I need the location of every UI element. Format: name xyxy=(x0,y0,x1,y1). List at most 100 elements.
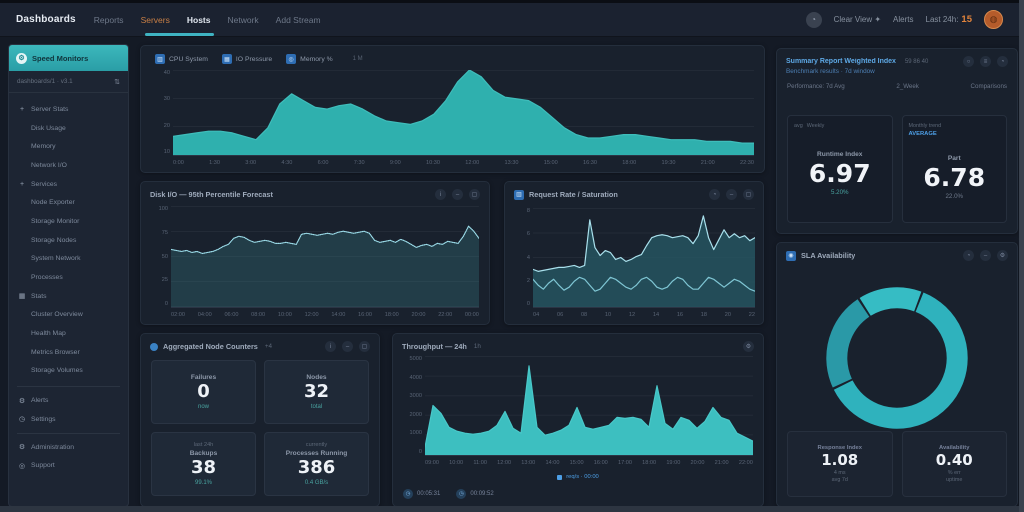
x-tick: 10:00 xyxy=(449,460,464,466)
legend-item-memory[interactable]: ◎ Memory % xyxy=(286,54,333,64)
sidebar-header[interactable]: ⚙ Speed Monitors xyxy=(9,45,128,71)
sidebar-item-storage-monitor[interactable]: Storage Monitor xyxy=(9,212,128,231)
y-tick: 20 xyxy=(163,122,170,129)
more-icon[interactable]: ◔ xyxy=(997,56,1008,67)
badge[interactable]: Last 24h: 15 xyxy=(926,14,973,25)
summary-filters: Performance: 7d Avg 2_Week Comparisons xyxy=(777,75,1017,94)
maximize-icon[interactable]: ▢ xyxy=(359,341,370,352)
sidebar-item-storage-nodes[interactable]: Storage Nodes xyxy=(9,231,128,250)
menu-icon[interactable]: ≡ xyxy=(980,56,991,67)
sidebar-item-node-exporter[interactable]: Node Exporter xyxy=(9,193,128,212)
panel-header: Summary Report Weighted Index 59 86 40 ○… xyxy=(777,49,1017,69)
timer-button-1[interactable]: ◷ 00:05:31 xyxy=(403,489,440,499)
stat-card-average[interactable]: Monthly trend AVERAGE Part 6.78 22.0% xyxy=(901,115,1007,223)
card-sub: 99.1% xyxy=(194,479,212,486)
cpu-chart-legend: ▥ CPU System ▦ IO Pressure ◎ Memory % 1 M xyxy=(141,46,764,64)
filter-performance-7d-avg[interactable]: Performance: 7d Avg xyxy=(787,83,845,90)
sidebar-title: Speed Monitors xyxy=(32,53,89,63)
clock-icon: ◷ xyxy=(18,416,26,424)
x-tick: 20:00 xyxy=(411,312,426,318)
alerts-label[interactable]: Alerts xyxy=(893,15,914,24)
range-label[interactable]: Clear View ✦ xyxy=(833,15,882,24)
notifications-icon[interactable]: ◔ xyxy=(805,11,822,28)
sidebar-item-server-stats[interactable]: + Server Stats xyxy=(9,100,128,119)
stat-card-runtime-index[interactable]: avg Weekly Runtime Index 6.97 5.20% xyxy=(787,115,893,223)
nav-item-servers[interactable]: Servers xyxy=(140,14,170,25)
card-label: Runtime Index xyxy=(817,150,863,158)
timer-button-2[interactable]: ◷ 00:09:52 xyxy=(456,489,494,499)
search-icon[interactable]: ○ xyxy=(963,56,974,67)
card-value: 32 xyxy=(303,381,330,403)
sla-donut-chart[interactable] xyxy=(777,267,1017,449)
sidebar-item-cluster-overview[interactable]: Cluster Overview xyxy=(9,306,128,325)
sidebar-item-disk-usage[interactable]: Disk Usage xyxy=(9,119,128,138)
x-tick: 22 xyxy=(748,312,755,318)
x-tick: 12:00 xyxy=(497,460,512,466)
panel-header: Aggregated Node Counters +4 i – ▢ xyxy=(141,334,379,354)
sidebar-item-administration[interactable]: ⚙ Administration xyxy=(9,438,128,457)
sidebar-item-services[interactable]: + Services xyxy=(9,175,128,194)
sidebar-item-storage-volumes[interactable]: Storage Volumes xyxy=(9,362,128,381)
sidebar-item-system-network[interactable]: System Network xyxy=(9,250,128,269)
y-tick: 4 xyxy=(526,254,530,261)
disk-io-chart[interactable]: 100 75 50 25 0 02:00 04:00 06:00 08:00 10:00 12:00… xyxy=(147,206,479,318)
sidebar-item-network-i-o[interactable]: Network I/O xyxy=(9,156,128,175)
refresh-icon[interactable]: ◔ xyxy=(963,250,974,261)
sidebar-item-support[interactable]: ◎ Support xyxy=(9,456,128,475)
minimize-icon[interactable]: – xyxy=(342,341,353,352)
minimize-icon[interactable]: – xyxy=(726,189,737,200)
sidebar-item-health-map[interactable]: Health Map xyxy=(9,324,128,343)
refresh-icon[interactable]: ◔ xyxy=(709,189,720,200)
stat-card-processes-running[interactable]: currently Processes Running 386 0.4 GB/s xyxy=(264,432,369,496)
y-tick: 0 xyxy=(526,301,530,307)
legend-item-io-pressure[interactable]: ▦ IO Pressure xyxy=(221,54,272,64)
minimize-icon[interactable]: – xyxy=(452,189,463,200)
sidebar-item-processes[interactable]: Processes xyxy=(9,268,128,287)
sidebar-item-label: Metrics Browser xyxy=(31,348,80,356)
plot-area xyxy=(425,356,753,455)
maximize-icon[interactable]: ▢ xyxy=(469,189,480,200)
stat-card-nodes[interactable]: Nodes 32 total xyxy=(264,360,369,424)
card-delta: 22.0% xyxy=(945,192,964,200)
x-tick: 13:00 xyxy=(521,460,536,466)
plot-area xyxy=(533,208,755,307)
sidebar-item-metrics-browser[interactable]: Metrics Browser xyxy=(9,343,128,362)
sidebar-item-memory[interactable]: Memory xyxy=(9,137,128,156)
filter-2-week[interactable]: 2_Week xyxy=(896,83,919,90)
gear-icon[interactable]: ⚙ xyxy=(743,341,754,352)
nav-item-add-stream[interactable]: Add Stream xyxy=(275,14,321,25)
card-sub2: avg 7d xyxy=(831,476,848,483)
y-tick: 1000 xyxy=(409,430,422,437)
legend-item-cpu-system[interactable]: ▥ CPU System xyxy=(155,54,208,64)
stat-card-response[interactable]: Response Index 1.08 4 ms avg 7d xyxy=(787,431,893,497)
card-label: Processes Running xyxy=(285,450,348,458)
sidebar-item-stats[interactable]: ▦ Stats xyxy=(9,287,128,306)
columns-icon[interactable]: ⇅ xyxy=(114,78,120,86)
stat-card-backups[interactable]: last 24h Backups 38 99.1% xyxy=(151,432,256,496)
card-label: Nodes xyxy=(306,374,327,382)
cpu-chart[interactable]: 40 30 20 10 0:00 1:30 3:00 4:30 6:00 7:30 9:00 10:3… xyxy=(149,70,754,166)
card-kicker: currently xyxy=(305,442,328,449)
stat-card-failures[interactable]: Failures 0 now xyxy=(151,360,256,424)
filter-comparisons[interactable]: Comparisons xyxy=(970,83,1007,90)
settings-icon[interactable]: ⚙ xyxy=(997,250,1008,261)
user-avatar[interactable]: ◍ xyxy=(984,10,1003,29)
sidebar-item-settings[interactable]: ◷ Settings xyxy=(9,410,128,429)
nav-item-hosts[interactable]: Hosts xyxy=(145,3,215,36)
nav-item-reports[interactable]: Reports xyxy=(93,14,124,25)
y-tick: 2000 xyxy=(409,411,422,418)
legend-label: req/s · 00:00 xyxy=(566,474,599,480)
nav-item-network[interactable]: Network xyxy=(227,14,259,25)
info-icon[interactable]: i xyxy=(435,189,446,200)
sidebar-item-label: Storage Volumes xyxy=(31,367,83,375)
sidebar-item-alerts[interactable]: ⚙ Alerts xyxy=(9,391,128,410)
clock-icon: ◷ xyxy=(456,489,467,499)
maximize-icon[interactable]: ▢ xyxy=(743,189,754,200)
x-tick: 15:00 xyxy=(569,460,584,466)
info-icon[interactable]: i xyxy=(325,341,336,352)
x-tick: 10:30 xyxy=(425,160,440,166)
minimize-icon[interactable]: – xyxy=(980,250,991,261)
throughput-chart[interactable]: 5000 4000 3000 2000 1000 0 09:00 10:00 11:00 12:0… xyxy=(401,356,753,466)
request-rate-chart[interactable]: 8 6 4 2 0 04 06 08 10 12 14 16 18 20 22 xyxy=(509,208,755,318)
stat-card-availability[interactable]: Availability 0.40 % err uptime xyxy=(901,431,1007,497)
